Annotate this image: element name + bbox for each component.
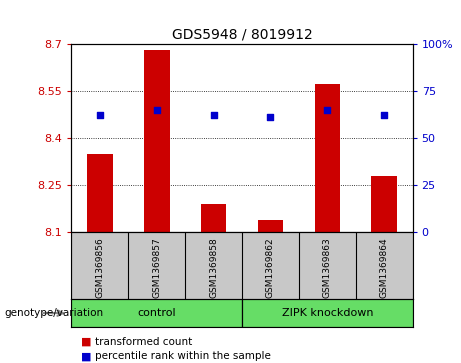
Point — [210, 113, 217, 118]
Bar — [242, 299, 413, 327]
Bar — [71, 299, 242, 327]
Point — [96, 113, 104, 118]
Text: genotype/variation: genotype/variation — [5, 308, 104, 318]
Bar — [144, 50, 170, 232]
Text: ■: ■ — [81, 351, 95, 362]
Point — [324, 107, 331, 113]
Text: percentile rank within the sample: percentile rank within the sample — [95, 351, 272, 362]
Bar — [314, 85, 340, 232]
Text: transformed count: transformed count — [95, 337, 193, 347]
Text: ■: ■ — [81, 337, 95, 347]
Text: ZIPK knockdown: ZIPK knockdown — [282, 308, 373, 318]
Text: GSM1369862: GSM1369862 — [266, 237, 275, 298]
Text: GSM1369858: GSM1369858 — [209, 237, 218, 298]
Point — [153, 107, 160, 113]
Title: GDS5948 / 8019912: GDS5948 / 8019912 — [171, 27, 313, 41]
Text: control: control — [137, 308, 176, 318]
Bar — [87, 154, 112, 232]
Text: GSM1369864: GSM1369864 — [380, 237, 389, 298]
Bar — [258, 220, 283, 232]
Bar — [372, 176, 397, 232]
Point — [380, 113, 388, 118]
Text: GSM1369856: GSM1369856 — [95, 237, 104, 298]
Text: GSM1369863: GSM1369863 — [323, 237, 332, 298]
Bar — [201, 204, 226, 232]
Text: GSM1369857: GSM1369857 — [152, 237, 161, 298]
Point — [267, 114, 274, 120]
